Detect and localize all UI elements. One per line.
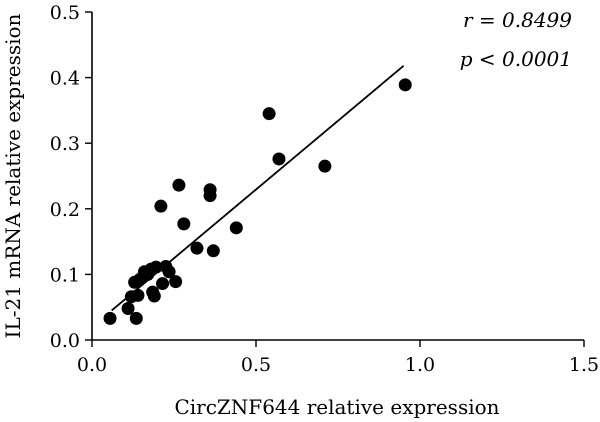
- data-point-15: [156, 277, 170, 291]
- ticks: 0.0 0.5 1.0 1.5 0.0 0.1 0.2 0.3 0.4 0.5: [50, 2, 599, 376]
- data-point-14: [154, 199, 168, 213]
- r-value-label: r = 0.8499: [463, 8, 572, 32]
- data-point-19: [172, 178, 186, 192]
- x-tick-label-0: 0.0: [77, 354, 107, 376]
- x-tick-label-3: 1.5: [569, 354, 599, 376]
- p-value-label: p < 0.0001: [460, 47, 572, 71]
- data-point-20: [177, 217, 191, 231]
- axes: [91, 12, 584, 341]
- x-tick-label-1: 0.5: [241, 354, 271, 376]
- data-point-27: [272, 152, 286, 166]
- y-tick-label-0: 0.0: [50, 330, 80, 352]
- data-points: [103, 78, 412, 325]
- data-point-18: [169, 275, 183, 289]
- data-point-25: [229, 221, 243, 235]
- y-tick-label-5: 0.5: [50, 2, 80, 24]
- y-tick-label-3: 0.3: [50, 133, 80, 155]
- data-point-24: [206, 244, 220, 258]
- data-point-29: [398, 78, 412, 92]
- data-point-13: [149, 260, 163, 274]
- x-tick-label-2: 1.0: [405, 354, 435, 376]
- x-axis-title: CircZNF644 relative expression: [174, 395, 499, 419]
- data-point-4: [129, 311, 143, 325]
- data-point-5: [131, 288, 145, 302]
- data-point-26: [262, 107, 276, 121]
- data-point-17: [162, 265, 176, 279]
- data-point-23: [203, 189, 217, 203]
- y-tick-label-2: 0.2: [50, 199, 80, 221]
- data-point-12: [147, 289, 161, 303]
- data-point-0: [103, 311, 117, 325]
- data-point-1: [121, 302, 135, 316]
- y-tick-label-1: 0.1: [50, 264, 80, 286]
- y-tick-label-4: 0.4: [50, 68, 80, 90]
- y-axis-title: IL-21 mRNA relative expression: [1, 13, 25, 338]
- data-point-28: [318, 159, 332, 173]
- data-point-21: [190, 241, 204, 255]
